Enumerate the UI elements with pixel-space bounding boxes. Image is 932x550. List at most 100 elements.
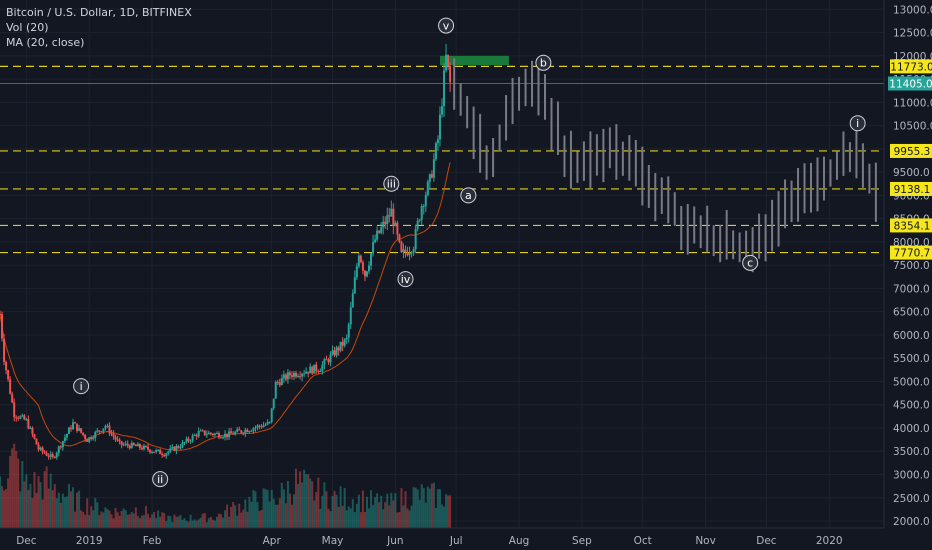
candle-body	[80, 428, 83, 433]
volume-bar	[250, 501, 253, 528]
candle-body	[396, 222, 399, 235]
candle-body	[339, 341, 342, 351]
candle-body	[155, 450, 158, 452]
volume-bar	[5, 489, 8, 528]
volume-bar	[43, 471, 46, 528]
time-tick-label: Dec	[756, 535, 777, 547]
time-tick-label: Sep	[572, 535, 592, 547]
price-tick-label: 7500.0	[893, 260, 930, 272]
candle-body	[191, 435, 194, 441]
volume-bar	[88, 514, 91, 528]
time-tick-label: 2020	[816, 535, 843, 547]
candle-body	[284, 374, 287, 380]
volume-bar	[420, 484, 423, 528]
candle-body	[108, 425, 111, 434]
candle-body	[331, 350, 334, 355]
volume-bar	[236, 515, 239, 528]
candle-body	[177, 446, 180, 448]
volume-bar	[153, 512, 156, 528]
candle-body	[290, 375, 293, 377]
time-tick-label: Nov	[695, 535, 716, 547]
candle-body	[250, 430, 253, 432]
time-tick-label: Oct	[634, 535, 652, 547]
candle-body	[438, 114, 441, 140]
volume-bar	[90, 506, 93, 528]
candle-body	[82, 432, 85, 436]
volume-bar	[140, 515, 143, 528]
candle-body	[449, 66, 452, 83]
volume-bar	[142, 515, 145, 528]
volume-bar	[426, 486, 429, 528]
volume-bar	[171, 521, 174, 528]
candle-body	[69, 427, 72, 430]
candle-body	[173, 446, 176, 451]
candle-body	[53, 456, 56, 458]
candle-body	[51, 454, 54, 457]
volume-bar	[138, 518, 141, 528]
candle-body	[230, 431, 233, 434]
candle-body	[246, 429, 249, 433]
candle-body	[307, 371, 310, 374]
wave-label: v	[443, 19, 450, 32]
candle-body	[441, 106, 443, 115]
candle-body	[217, 433, 220, 438]
candle-body	[236, 429, 239, 432]
volume-bar	[161, 512, 164, 528]
volume-bar	[23, 481, 26, 528]
target-zone-layer	[439, 55, 509, 66]
candle-body	[57, 446, 60, 453]
candle-body	[102, 428, 105, 432]
candle-body	[201, 430, 204, 432]
candle-body	[175, 446, 178, 451]
candle-body	[343, 339, 346, 346]
volume-bar	[392, 500, 395, 528]
volume-bar	[254, 491, 257, 528]
wave-label-circle	[383, 175, 400, 192]
candle-body	[368, 265, 371, 272]
volume-bar	[195, 520, 198, 528]
volume-bar	[17, 458, 20, 528]
candle-body	[41, 447, 44, 452]
candle-body	[270, 408, 273, 422]
candle-body	[23, 415, 26, 420]
volume-bar	[51, 490, 54, 528]
candle-body	[9, 379, 12, 394]
volume-bar	[228, 516, 231, 528]
candle-body	[240, 430, 243, 433]
candle-body	[67, 427, 70, 434]
volume-bar	[155, 517, 158, 528]
wave-label-circle	[438, 17, 455, 34]
volume-bar	[86, 498, 89, 528]
volume-bar	[343, 488, 346, 528]
horizontal-levels	[0, 65, 884, 254]
level-tag	[890, 245, 932, 260]
volume-bar	[311, 481, 314, 528]
candle-body	[313, 364, 316, 374]
volume-bar	[428, 488, 431, 528]
price-tick-label: 7000.0	[893, 283, 930, 295]
candle-body	[436, 139, 439, 144]
volume-bar	[264, 489, 267, 528]
wave-label-circle	[460, 187, 477, 204]
candle-body	[151, 451, 154, 453]
volume-bar	[430, 483, 433, 528]
candle-body	[112, 433, 115, 437]
candle-body	[282, 374, 285, 379]
candle-body	[359, 255, 362, 263]
volume-bar	[71, 487, 74, 528]
price-tick-label: 11000.0	[893, 97, 932, 109]
volume-bar	[408, 510, 411, 528]
candle-body	[256, 425, 259, 428]
candle-body	[430, 174, 433, 178]
candle-body	[92, 438, 95, 440]
candle-body	[157, 449, 160, 451]
candle-body	[244, 429, 247, 434]
volume-bar	[295, 468, 298, 528]
candle-body	[327, 359, 330, 363]
candle-body	[384, 221, 387, 225]
volume-bar	[270, 490, 273, 528]
candle-body	[370, 253, 373, 266]
legend-volume: Vol (20)	[6, 21, 49, 34]
